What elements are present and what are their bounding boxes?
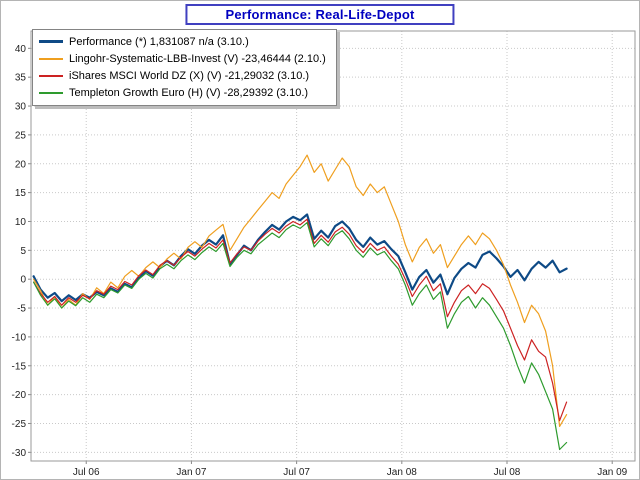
legend-item-ishares: iShares MSCI World DZ (X) (V) -21,29032 …: [39, 67, 326, 84]
ishares-line-swatch: [39, 74, 63, 77]
legend-label: iShares MSCI World DZ (X) (V) -21,29032 …: [69, 69, 310, 82]
y-tick-label: 15: [15, 188, 27, 199]
series-line-performance: [32, 213, 568, 303]
x-tick-label: Jul 07: [283, 467, 310, 478]
x-tick-label: Jan 08: [387, 467, 417, 478]
x-tick-label: Jul 08: [494, 467, 521, 478]
templeton-line-swatch: [39, 91, 63, 94]
series-line-ishares-msci-world-dz: [32, 218, 568, 422]
y-tick-label: 0: [20, 275, 26, 286]
y-tick-label: 40: [15, 44, 27, 55]
series-line-templeton-growth-euro: [32, 222, 568, 451]
y-tick-label: 35: [15, 73, 27, 84]
legend-item-lingohr: Lingohr-Systematic-LBB-Invest (V) -23,46…: [39, 50, 326, 67]
y-tick-label: -25: [12, 419, 27, 430]
legend-label: Lingohr-Systematic-LBB-Invest (V) -23,46…: [69, 52, 326, 65]
x-tick-label: Jan 07: [176, 467, 206, 478]
y-tick-label: -15: [12, 361, 27, 372]
lingohr-line-swatch: [39, 57, 63, 60]
y-tick-label: -10: [12, 332, 27, 343]
y-tick-label: 30: [15, 102, 27, 113]
x-tick-label: Jul 06: [73, 467, 100, 478]
legend-item-performance: Performance (*) 1,831087 n/a (3.10.): [39, 33, 326, 50]
y-tick-label: -5: [17, 304, 26, 315]
chart-title: Performance: Real-Life-Depot: [185, 4, 455, 25]
y-tick-label: 10: [15, 217, 27, 228]
x-tick-label: Jan 09: [597, 467, 627, 478]
y-tick-label: 5: [20, 246, 26, 257]
legend-label: Templeton Growth Euro (H) (V) -28,29392 …: [69, 86, 309, 99]
legend-label: Performance (*) 1,831087 n/a (3.10.): [69, 35, 249, 48]
y-tick-label: 25: [15, 130, 27, 141]
chart-legend: Performance (*) 1,831087 n/a (3.10.) Lin…: [32, 29, 337, 106]
y-tick-label: -30: [12, 448, 27, 459]
performance-line-swatch: [39, 40, 63, 43]
y-tick-label: 20: [15, 159, 27, 170]
legend-item-templeton: Templeton Growth Euro (H) (V) -28,29392 …: [39, 84, 326, 101]
y-tick-label: -20: [12, 390, 27, 401]
series-line-lingohr-systematic-lbb-invest: [32, 154, 568, 427]
